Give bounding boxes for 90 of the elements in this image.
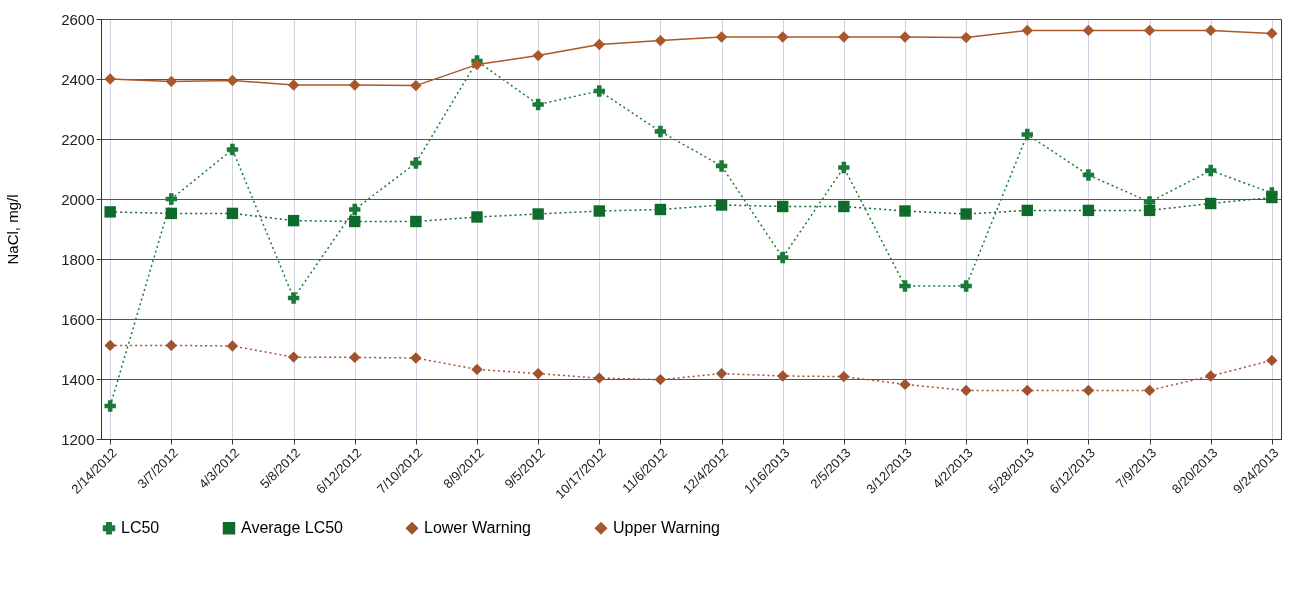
point: [899, 31, 911, 43]
point: [165, 193, 178, 205]
point: [1021, 128, 1033, 141]
legend-label: Lower Warning: [424, 519, 532, 537]
point: [287, 351, 300, 363]
point: [899, 280, 911, 292]
point: [838, 161, 850, 174]
point: [349, 351, 361, 364]
point: [960, 208, 972, 220]
point: [1021, 204, 1033, 217]
point: [165, 339, 178, 352]
point: [1082, 384, 1095, 397]
legend-label: Average LC50: [241, 519, 344, 537]
point: [104, 339, 116, 352]
point: [593, 85, 605, 97]
point: [1266, 27, 1278, 40]
legend-label: Upper Warning: [613, 519, 721, 537]
point: [899, 378, 911, 391]
point: [532, 367, 544, 380]
point: [287, 79, 300, 91]
point: [1204, 197, 1217, 210]
y-tick-label: 2600: [61, 10, 95, 28]
point: [838, 200, 850, 213]
point: [1204, 370, 1217, 382]
point: [471, 363, 483, 376]
y-tick-label: 1200: [61, 430, 95, 448]
point: [410, 215, 422, 228]
legend-label: LC50: [121, 519, 160, 537]
point: [349, 203, 361, 216]
point: [899, 205, 911, 217]
point: [287, 214, 300, 227]
point: [1021, 384, 1033, 397]
y-axis-title: NaCl, mg/l: [4, 194, 22, 265]
point: [532, 208, 544, 220]
point: [777, 251, 789, 264]
point: [715, 367, 728, 380]
point: [715, 31, 728, 43]
point: [1204, 24, 1217, 37]
point: [654, 373, 667, 386]
point: [654, 125, 667, 138]
point: [1143, 24, 1156, 37]
point: [593, 38, 605, 51]
y-tick-label: 1600: [61, 310, 95, 328]
point: [1143, 204, 1156, 217]
point: [960, 280, 972, 292]
point: [226, 340, 239, 352]
point: [349, 215, 361, 228]
point: [715, 199, 728, 211]
point: [410, 352, 422, 364]
point: [165, 75, 178, 88]
point: [1266, 354, 1278, 367]
point: [1204, 164, 1217, 177]
point: [1082, 204, 1095, 217]
point: [532, 49, 544, 62]
point: [654, 34, 667, 47]
point: [165, 207, 178, 220]
point: [532, 98, 544, 111]
point: [471, 58, 483, 71]
point: [838, 370, 850, 383]
point: [654, 203, 667, 216]
y-tick-label: 1800: [61, 250, 95, 268]
point: [226, 207, 239, 220]
point: [838, 31, 850, 43]
y-tick-label: 2000: [61, 190, 95, 208]
y-tick-label: 1400: [61, 370, 95, 388]
point: [593, 372, 605, 384]
point: [104, 400, 116, 412]
point: [104, 73, 116, 85]
point: [777, 31, 789, 43]
point: [1082, 169, 1095, 181]
point: [104, 206, 116, 218]
point: [410, 79, 422, 92]
point: [1021, 24, 1033, 37]
point: [1082, 24, 1095, 37]
point: [410, 157, 422, 169]
point: [1143, 384, 1156, 397]
point: [960, 31, 972, 44]
point: [593, 205, 605, 217]
y-tick-label: 2400: [61, 70, 95, 88]
point: [1266, 191, 1278, 204]
point: [471, 211, 483, 223]
point: [960, 384, 972, 397]
point: [349, 79, 361, 91]
point: [226, 74, 239, 87]
point: [715, 160, 728, 172]
point: [777, 200, 789, 213]
point: [287, 292, 300, 304]
point: [777, 370, 789, 382]
point: [226, 143, 239, 156]
y-tick-label: 2200: [61, 130, 95, 148]
